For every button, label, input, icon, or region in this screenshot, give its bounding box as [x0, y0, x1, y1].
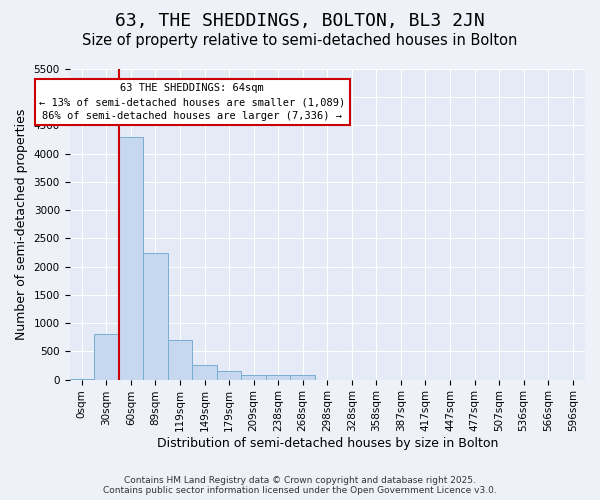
Bar: [168, 340, 192, 380]
Bar: [94, 334, 119, 380]
Bar: [192, 366, 217, 380]
Bar: [143, 252, 168, 380]
Text: Contains HM Land Registry data © Crown copyright and database right 2025.
Contai: Contains HM Land Registry data © Crown c…: [103, 476, 497, 495]
Bar: [119, 137, 143, 380]
Text: 63 THE SHEDDINGS: 64sqm
← 13% of semi-detached houses are smaller (1,089)
86% of: 63 THE SHEDDINGS: 64sqm ← 13% of semi-de…: [39, 83, 346, 121]
Bar: [217, 371, 241, 380]
Text: Size of property relative to semi-detached houses in Bolton: Size of property relative to semi-detach…: [82, 32, 518, 48]
Bar: [266, 376, 290, 380]
Bar: [290, 376, 315, 380]
Text: 63, THE SHEDDINGS, BOLTON, BL3 2JN: 63, THE SHEDDINGS, BOLTON, BL3 2JN: [115, 12, 485, 30]
X-axis label: Distribution of semi-detached houses by size in Bolton: Distribution of semi-detached houses by …: [157, 437, 498, 450]
Y-axis label: Number of semi-detached properties: Number of semi-detached properties: [15, 108, 28, 340]
Bar: [241, 376, 266, 380]
